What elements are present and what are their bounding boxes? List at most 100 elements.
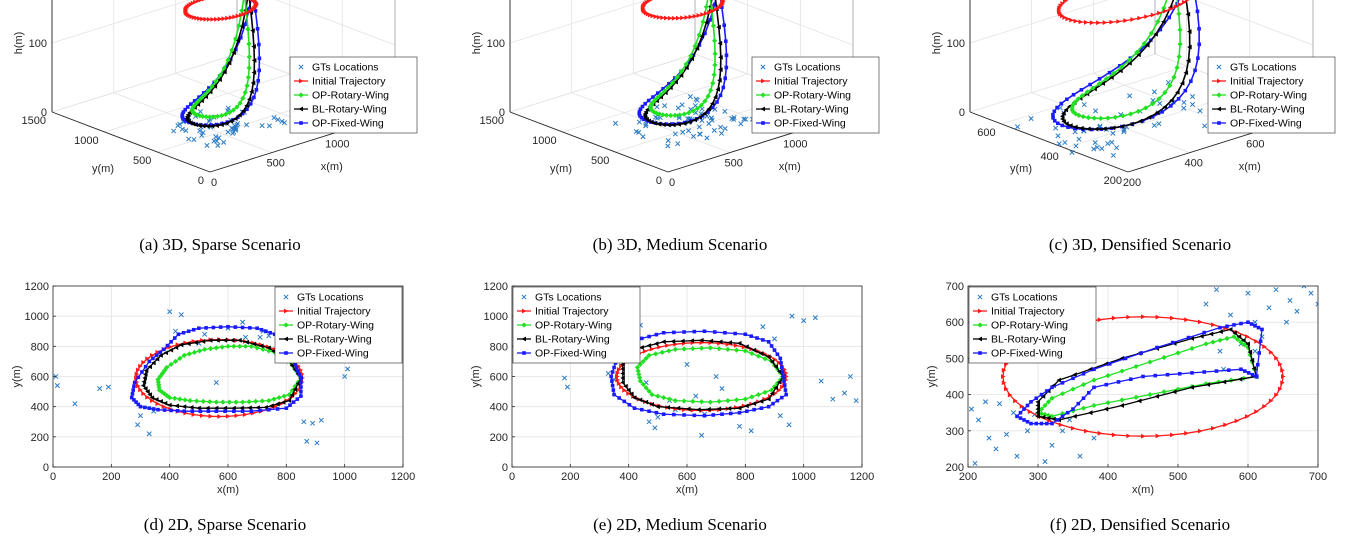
legend-box — [751, 56, 880, 134]
trajectory-point — [756, 348, 761, 354]
trajectory-point — [1045, 412, 1052, 419]
y-axis-label: y(m) — [1010, 163, 1032, 175]
trajectory-point — [1136, 398, 1142, 404]
gt-point — [1092, 108, 1099, 114]
series-layer — [561, 312, 859, 438]
trajectory-point — [169, 340, 173, 344]
trajectory-point — [690, 108, 696, 114]
trajectory-point — [698, 337, 704, 343]
legend-label-gts-locations: GTs Locations — [1230, 62, 1297, 74]
trajectory-point — [708, 18, 712, 22]
trajectory-point — [203, 16, 209, 22]
trajectory-point — [724, 53, 729, 58]
gt-point — [179, 126, 185, 132]
legend: GTs Locations Initial Trajectory OP-Rotary… — [751, 56, 880, 134]
trajectory-point — [1080, 114, 1086, 120]
trajectory-point — [1135, 108, 1141, 114]
trajectory-point — [692, 329, 697, 334]
trajectory-point — [151, 407, 156, 411]
trajectory-point — [1045, 399, 1052, 405]
legend-box — [274, 286, 403, 364]
gt-point — [786, 422, 792, 428]
trajectory-point — [1060, 116, 1065, 122]
trajectory-point — [211, 325, 216, 330]
y-tick-label: 1000 — [532, 135, 556, 147]
trajectory-point — [689, 56, 695, 62]
trajectory-point — [1073, 18, 1079, 24]
trajectory-point — [703, 11, 709, 16]
trajectory-point — [1119, 123, 1125, 129]
trajectory-point — [1071, 92, 1076, 97]
trajectory-point — [749, 334, 753, 338]
trajectory-point — [1015, 414, 1019, 419]
gt-point — [225, 129, 231, 135]
trajectory-point — [781, 374, 786, 379]
legend: GTs Locations Initial Trajectory OP-Rotary… — [512, 286, 641, 364]
gt-point — [1245, 290, 1251, 296]
trajectory-point — [299, 376, 303, 380]
trajectory-point — [1185, 58, 1191, 64]
y-tick-label: 600 — [946, 317, 964, 329]
trajectory-point — [1119, 397, 1125, 403]
trajectory-point — [694, 46, 700, 51]
trajectory-point — [295, 397, 300, 401]
trajectory-point — [1091, 402, 1097, 409]
trajectory-point — [698, 399, 705, 405]
trajectory-point — [665, 343, 670, 348]
gt-point — [711, 127, 717, 133]
trajectory-point — [721, 85, 726, 90]
legend-box — [512, 286, 641, 364]
trajectory-point — [1224, 335, 1230, 342]
trajectory-point — [221, 65, 227, 71]
trajectory-point — [1176, 54, 1182, 60]
legend-marker-bl-rotary-wing — [760, 106, 765, 112]
trajectory-point — [712, 62, 718, 68]
trajectory-point — [296, 387, 301, 393]
trajectory-point — [1184, 430, 1189, 436]
trajectory-point — [612, 365, 616, 370]
trajectory-point — [1065, 410, 1070, 415]
trajectory-point — [134, 375, 139, 381]
trajectory-point — [233, 325, 238, 329]
trajectory-point — [1060, 414, 1065, 419]
trajectory-point — [1237, 376, 1243, 382]
trajectory-point — [772, 348, 777, 352]
trajectory-point — [1169, 97, 1174, 103]
trajectory-point — [249, 89, 254, 95]
trajectory-point — [248, 102, 253, 106]
grid-line — [275, 0, 396, 46]
gt-point — [304, 438, 310, 444]
y-axis-line — [969, 111, 1129, 173]
trajectory-point — [1126, 433, 1131, 439]
trajectory-point — [696, 13, 702, 18]
y-tick-label: 1000 — [74, 135, 98, 147]
gt-point — [199, 132, 205, 138]
trajectory-point — [661, 330, 666, 335]
trajectory-point — [147, 406, 152, 410]
trajectory-point — [1144, 42, 1150, 48]
trajectory-point — [689, 338, 695, 344]
trajectory-point — [666, 348, 672, 354]
trajectory-point — [1111, 315, 1117, 321]
trajectory-point — [191, 327, 196, 332]
gt-point — [1073, 143, 1079, 149]
trajectory-point — [1214, 369, 1219, 373]
trajectory-point — [200, 123, 206, 129]
trajectory-point — [258, 408, 262, 413]
trajectory-point — [195, 0, 201, 4]
trajectory-point — [639, 115, 644, 120]
gt-point — [699, 117, 705, 124]
trajectory-point — [1150, 101, 1156, 107]
legend-marker-initial-trajectory — [299, 78, 304, 84]
z-axis-label: h(m) — [471, 32, 483, 55]
trajectory-point — [672, 112, 678, 118]
grid-line — [969, 0, 1109, 44]
trajectory-point — [654, 410, 659, 415]
trajectory-point — [1170, 315, 1175, 321]
series-gts-locations — [968, 286, 1318, 466]
trajectory-point — [1141, 374, 1145, 379]
trajectory-point — [210, 17, 216, 22]
legend-marker-gts-locations — [977, 294, 983, 300]
y-tick-label: 400 — [1040, 151, 1058, 163]
trajectory-point — [716, 398, 722, 404]
